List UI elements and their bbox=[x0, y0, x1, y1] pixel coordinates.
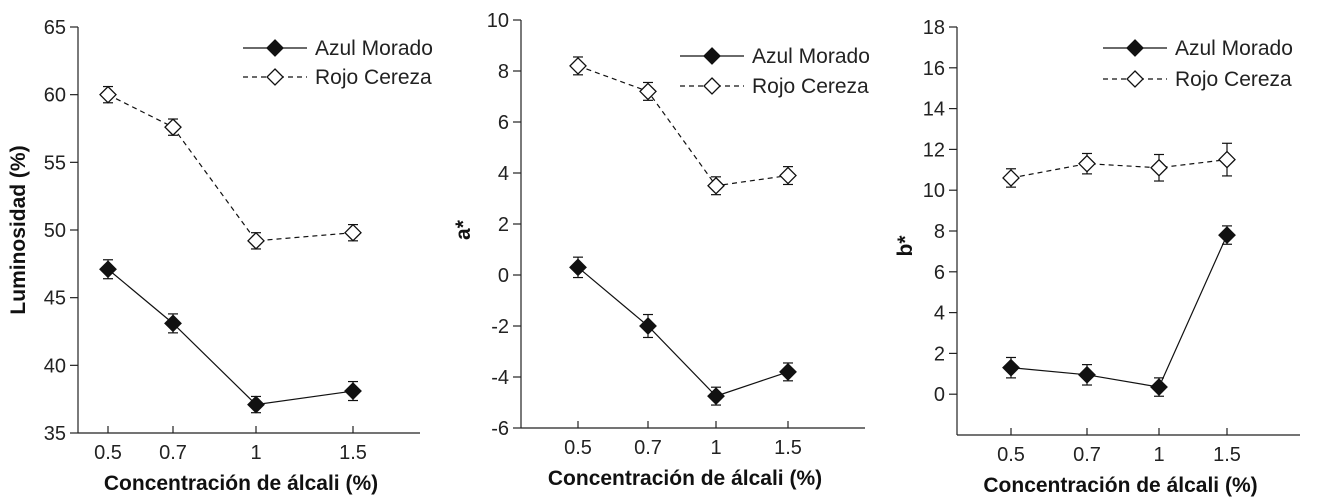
marker-azul-morado bbox=[99, 260, 117, 279]
marker-rojo-cereza bbox=[569, 56, 587, 75]
marker-rojo-cereza bbox=[247, 231, 265, 250]
panel-b-star: 0 2 4 6 8 10 12 14 16 18 0.5 0.7 1 1.5 Concentración d… bbox=[894, 17, 1300, 497]
y-tick-label: 50 bbox=[44, 220, 66, 242]
y-tick-label: 40 bbox=[44, 355, 66, 377]
legend-marker bbox=[703, 47, 721, 65]
y-tick-label: 14 bbox=[923, 99, 945, 121]
y-tick-label: 65 bbox=[44, 17, 66, 39]
marker-azul-morado bbox=[344, 382, 362, 400]
legend-label: Rojo Cereza bbox=[315, 66, 432, 89]
y-tick-label: -4 bbox=[491, 367, 509, 389]
marker-azul-morado bbox=[639, 317, 657, 335]
y-tick-label: 10 bbox=[487, 10, 509, 32]
marker-azul-morado bbox=[164, 314, 182, 333]
x-tick-label: 0.7 bbox=[1073, 444, 1101, 466]
legend-label: Rojo Cereza bbox=[752, 75, 869, 98]
x-tick-label: 1.5 bbox=[339, 442, 367, 464]
legend-label: Azul Morado bbox=[752, 45, 870, 68]
marker-azul-morado bbox=[1078, 365, 1096, 384]
y-tick-label: 45 bbox=[44, 288, 66, 310]
x-axis-label: Concentración de álcali (%) bbox=[548, 467, 822, 490]
marker-rojo-cereza bbox=[99, 85, 117, 104]
marker-azul-morado bbox=[1150, 378, 1168, 396]
y-tick-label: 18 bbox=[923, 17, 945, 39]
marker-rojo-cereza bbox=[164, 118, 182, 137]
y-tick-label: 2 bbox=[934, 343, 945, 365]
marker-rojo-cereza bbox=[707, 176, 725, 195]
x-tick-label: 0.7 bbox=[159, 442, 187, 464]
y-tick-label: 8 bbox=[934, 221, 945, 243]
x-tick-label: 1 bbox=[250, 442, 261, 464]
x-tick-label: 1.5 bbox=[774, 437, 802, 459]
legend-marker bbox=[703, 77, 721, 95]
legend-label: Azul Morado bbox=[1175, 37, 1293, 60]
panel-luminosidad: 35 40 45 50 55 60 65 0.5 0.7 1 1.5 Concentración de… bbox=[7, 17, 433, 495]
panel-a-star: -6 -4 -2 0 2 4 6 8 10 0.5 0.7 1 1.5 Concentración de … bbox=[452, 10, 870, 490]
series-line-azul-morado bbox=[107, 268, 354, 406]
marker-rojo-cereza bbox=[639, 82, 657, 101]
marker-azul-morado bbox=[247, 395, 265, 414]
series-line-rojo-cereza bbox=[577, 65, 789, 187]
x-tick-label: 0.5 bbox=[94, 442, 122, 464]
marker-rojo-cereza bbox=[1078, 154, 1096, 173]
marker-rojo-cereza bbox=[344, 223, 362, 242]
marker-azul-morado bbox=[1002, 358, 1020, 377]
x-tick-label: 0.5 bbox=[997, 444, 1025, 466]
x-tick-label: 1 bbox=[1153, 444, 1164, 466]
y-axis-label: b* bbox=[894, 235, 917, 257]
y-tick-label: 6 bbox=[498, 112, 509, 134]
y-tick-label: 55 bbox=[44, 152, 66, 174]
marker-rojo-cereza bbox=[1002, 169, 1020, 187]
y-tick-label: 35 bbox=[44, 423, 66, 445]
y-tick-label: 4 bbox=[934, 303, 945, 325]
series-line-azul-morado bbox=[577, 266, 789, 397]
marker-azul-morado bbox=[707, 387, 725, 406]
series-line-rojo-cereza bbox=[107, 94, 354, 242]
y-tick-label: 4 bbox=[498, 163, 509, 185]
y-tick-label: 0 bbox=[934, 384, 945, 406]
legend-label: Azul Morado bbox=[315, 37, 433, 60]
y-tick-label: 8 bbox=[498, 61, 509, 83]
y-tick-label: 0 bbox=[498, 265, 509, 287]
marker-azul-morado bbox=[569, 258, 587, 277]
y-axis-label: Luminosidad (%) bbox=[7, 145, 30, 314]
x-axis-label: Concentración de álcali (%) bbox=[104, 472, 378, 495]
y-tick-label: 2 bbox=[498, 214, 509, 236]
y-axis-label: a* bbox=[452, 219, 475, 240]
x-tick-label: 0.5 bbox=[564, 437, 592, 459]
legend-marker bbox=[266, 68, 284, 86]
marker-rojo-cereza bbox=[779, 166, 797, 185]
marker-rojo-cereza bbox=[1218, 150, 1236, 169]
x-axis-label: Concentración de álcali (%) bbox=[983, 474, 1257, 497]
y-tick-label: 16 bbox=[923, 58, 945, 80]
x-tick-label: 1.5 bbox=[1213, 444, 1241, 466]
legend-label: Rojo Cereza bbox=[1175, 68, 1292, 91]
marker-azul-morado bbox=[779, 362, 797, 381]
y-tick-label: 6 bbox=[934, 262, 945, 284]
x-tick-label: 0.7 bbox=[634, 437, 662, 459]
marker-rojo-cereza bbox=[1150, 158, 1168, 177]
y-tick-label: 10 bbox=[923, 180, 945, 202]
series-line-azul-morado bbox=[1010, 234, 1228, 388]
legend-marker bbox=[1126, 70, 1144, 88]
legend-marker bbox=[1126, 39, 1144, 57]
legend-marker bbox=[266, 39, 284, 57]
series-line-rojo-cereza bbox=[1010, 159, 1228, 179]
y-tick-label: -6 bbox=[491, 418, 509, 440]
y-tick-label: 60 bbox=[44, 85, 66, 107]
y-tick-label: 12 bbox=[923, 139, 945, 161]
x-tick-label: 1 bbox=[710, 437, 721, 459]
marker-azul-morado bbox=[1218, 226, 1236, 244]
y-tick-label: -2 bbox=[491, 316, 509, 338]
